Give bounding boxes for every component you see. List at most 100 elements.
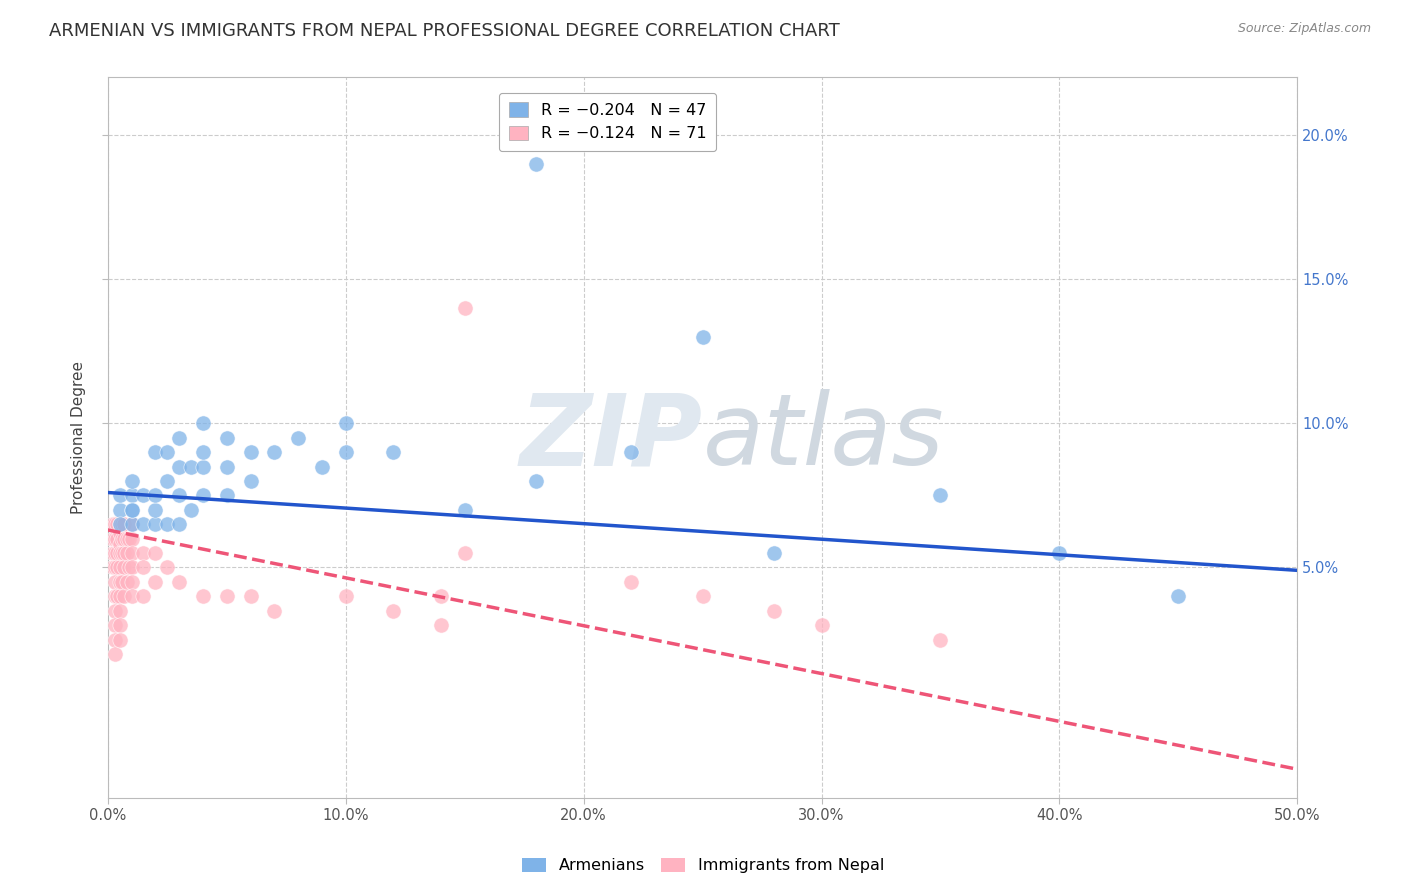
Point (105, 532, 128, 546)
Point (215, 459, 238, 474)
Point (108, 604, 131, 618)
Point (121, 517, 143, 532)
Point (105, 589, 128, 603)
Point (108, 632, 131, 647)
Point (115, 546, 138, 560)
Point (1047, 546, 1070, 560)
Point (191, 589, 214, 603)
Point (104, 632, 127, 647)
Point (104, 517, 127, 532)
Point (191, 417, 214, 431)
Point (108, 503, 131, 517)
Point (121, 517, 143, 532)
Point (104, 560, 127, 574)
Point (453, 301, 475, 315)
Point (335, 445, 357, 459)
Point (111, 517, 134, 532)
Point (104, 574, 127, 589)
Point (453, 503, 475, 517)
Point (1167, 589, 1189, 603)
Point (121, 532, 143, 546)
Point (118, 560, 141, 574)
Point (430, 618, 453, 632)
Point (929, 632, 952, 647)
Point (620, 574, 643, 589)
Point (810, 618, 832, 632)
Point (382, 445, 405, 459)
Point (111, 546, 134, 560)
Point (121, 474, 143, 488)
Point (104, 618, 127, 632)
Point (239, 445, 262, 459)
Point (143, 574, 166, 589)
Point (215, 431, 238, 445)
Point (929, 488, 952, 502)
Point (143, 445, 166, 459)
Point (118, 532, 141, 546)
Point (121, 503, 143, 517)
Point (263, 445, 285, 459)
Point (121, 560, 143, 574)
Point (104, 589, 127, 603)
Point (191, 459, 214, 474)
Point (121, 574, 143, 589)
Point (105, 517, 128, 532)
Point (692, 330, 714, 344)
Point (101, 517, 124, 532)
Point (108, 488, 131, 502)
Point (132, 488, 155, 502)
Point (112, 560, 135, 574)
Point (132, 546, 155, 560)
Point (191, 488, 214, 502)
Point (112, 546, 135, 560)
Point (132, 589, 155, 603)
Point (156, 445, 179, 459)
Point (263, 604, 285, 618)
Point (692, 589, 714, 603)
Text: Source: ZipAtlas.com: Source: ZipAtlas.com (1237, 22, 1371, 36)
Point (104, 546, 127, 560)
Point (156, 560, 179, 574)
Point (115, 532, 138, 546)
Point (105, 546, 128, 560)
Point (156, 474, 179, 488)
Point (108, 574, 131, 589)
Point (311, 459, 333, 474)
Point (108, 618, 131, 632)
Point (335, 417, 357, 431)
Point (108, 546, 131, 560)
Point (143, 488, 166, 502)
Point (112, 589, 135, 603)
Point (524, 157, 547, 171)
Point (180, 459, 202, 474)
Point (382, 604, 405, 618)
Point (239, 589, 262, 603)
Point (101, 532, 124, 546)
Point (121, 589, 143, 603)
Point (167, 459, 190, 474)
Point (108, 589, 131, 603)
Point (112, 532, 135, 546)
Point (335, 589, 357, 603)
Point (111, 574, 134, 589)
Point (132, 560, 155, 574)
Point (104, 647, 127, 661)
Point (112, 517, 135, 532)
Point (215, 589, 238, 603)
Text: atlas: atlas (703, 389, 945, 486)
Point (121, 503, 143, 517)
Point (167, 574, 190, 589)
Point (239, 474, 262, 488)
Point (143, 517, 166, 532)
Point (287, 431, 309, 445)
Point (105, 560, 128, 574)
Legend: Armenians, Immigrants from Nepal: Armenians, Immigrants from Nepal (516, 851, 890, 880)
Point (108, 517, 131, 532)
Point (430, 589, 453, 603)
Point (132, 517, 155, 532)
Point (121, 488, 143, 502)
Point (191, 445, 214, 459)
Point (111, 532, 134, 546)
Point (620, 445, 643, 459)
Point (180, 503, 202, 517)
